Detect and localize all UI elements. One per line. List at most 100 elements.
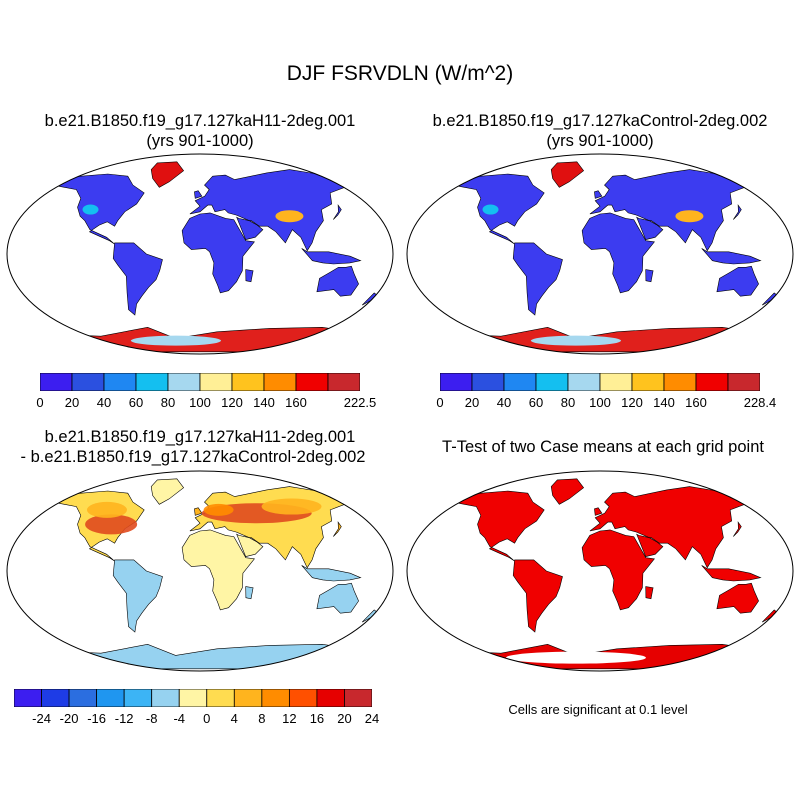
panel-3-map xyxy=(6,470,394,672)
colorbar-swatch xyxy=(199,373,233,391)
continent-gl xyxy=(150,478,185,505)
colorbar-swatch xyxy=(103,373,137,391)
continent-ar xyxy=(236,533,264,557)
continent-uk xyxy=(194,507,203,516)
panel-4-title: T-Test of two Case means at each grid po… xyxy=(442,438,764,456)
continent-md xyxy=(245,586,254,600)
colorbar-tick-label: 100 xyxy=(189,395,211,410)
colorbar-swatch xyxy=(231,373,265,391)
continent-ar xyxy=(236,216,264,240)
colorbar-swatch xyxy=(135,373,169,391)
colorbar-tick-label: 12 xyxy=(282,711,297,726)
continent-md xyxy=(645,586,654,600)
rockies-highlight xyxy=(82,204,99,215)
continent-af xyxy=(181,212,255,294)
colorbar-tick-label: 40 xyxy=(96,395,112,410)
colorbar-tick-label: -20 xyxy=(59,711,79,726)
continent-gl xyxy=(150,161,185,188)
continent-au xyxy=(716,265,759,297)
colorbar-tick-label: 80 xyxy=(160,395,176,410)
continent-eu xyxy=(189,169,357,252)
continent-af xyxy=(581,212,655,294)
plateau-highlight xyxy=(675,210,704,223)
colorbar-swatch xyxy=(631,373,665,391)
colorbar-swatch xyxy=(41,689,70,707)
colorbar-swatch xyxy=(440,373,473,391)
continent-sa xyxy=(112,242,163,316)
anomaly-patch xyxy=(261,498,322,515)
colorbar-swatch xyxy=(344,689,372,707)
colorbar-tick-label: -8 xyxy=(145,711,158,726)
map-outline xyxy=(406,153,794,355)
colorbar-tick-label: 80 xyxy=(560,395,576,410)
colorbar-swatch xyxy=(663,373,697,391)
continent-gl xyxy=(550,478,585,505)
colorbar-tick-label: 20 xyxy=(64,395,80,410)
colorbar-swatch xyxy=(599,373,633,391)
continent-uk xyxy=(594,190,603,199)
colorbar-swatch xyxy=(316,689,345,707)
panel-1-colorbar xyxy=(40,373,360,391)
continent-gl xyxy=(550,161,585,188)
colorbar-tick-label: 24 xyxy=(364,711,380,726)
colorbar-swatch xyxy=(206,689,235,707)
panel-2-title: b.e21.B1850.f19_g17.127kaControl-2deg.00… xyxy=(432,112,768,130)
continent-af xyxy=(181,529,255,611)
colorbar-swatch xyxy=(327,373,360,391)
colorbar-swatch xyxy=(233,689,263,707)
colorbar-swatch xyxy=(151,689,180,707)
continent-na xyxy=(451,490,545,562)
colorbar-tick-label: 4 xyxy=(230,711,238,726)
colorbar-swatch xyxy=(295,373,329,391)
panel-1-colorbar-labels: 0 20 40 60 80 100 120 140 160 222.5 xyxy=(36,395,376,411)
colorbar-tick-label: 120 xyxy=(621,395,643,410)
continent-sa xyxy=(512,242,563,316)
colorbar-swatch xyxy=(68,689,98,707)
continent-uk xyxy=(594,507,603,516)
colorbar-swatch xyxy=(471,373,505,391)
colorbar-tick-label: -24 xyxy=(32,711,51,726)
colorbar-swatch xyxy=(178,689,208,707)
map-outline xyxy=(6,470,394,672)
colorbar-swatch xyxy=(695,373,729,391)
colorbar-tick-label: 20 xyxy=(337,711,352,726)
colorbar-swatch xyxy=(288,689,318,707)
continent-au xyxy=(316,582,359,614)
continent-jp xyxy=(333,204,342,220)
colorbar-swatch xyxy=(96,689,125,707)
continent-au xyxy=(716,582,759,614)
panel-3-subtitle: - b.e21.B1850.f19_g17.127kaControl-2deg.… xyxy=(20,448,366,466)
continent-eu xyxy=(589,486,757,569)
colorbar-tick-label: 222.5 xyxy=(343,395,377,410)
colorbar-tick-label: 16 xyxy=(309,711,325,726)
continent-id xyxy=(701,248,762,265)
colorbar-tick-label: 228.4 xyxy=(743,395,777,410)
continent-sa xyxy=(112,559,163,633)
colorbar-swatch xyxy=(167,373,201,391)
colorbar-tick-label: 0 xyxy=(203,711,211,726)
panel-2-colorbar xyxy=(440,373,760,391)
colorbar-swatch xyxy=(727,373,760,391)
colorbar-tick-label: 160 xyxy=(685,395,707,410)
map-outline xyxy=(6,153,394,355)
colorbar-swatch xyxy=(71,373,105,391)
colorbar-tick-label: 40 xyxy=(496,395,512,410)
colorbar-tick-label: 160 xyxy=(285,395,307,410)
colorbar-tick-label: -12 xyxy=(114,711,134,726)
panel-1-subtitle: (yrs 901-1000) xyxy=(146,132,254,150)
colorbar-tick-label: 140 xyxy=(253,395,275,410)
continent-jp xyxy=(733,204,742,220)
colorbar-tick-label: 120 xyxy=(221,395,243,410)
continent-eu xyxy=(589,169,757,252)
colorbar-tick-label: -4 xyxy=(173,711,185,726)
panel-3-colorbar-labels: -24 -20 -16 -12 -8 -4 0 4 8 12 16 20 24 xyxy=(14,711,379,727)
figure-title: DJF FSRVDLN (W/m^2) xyxy=(286,62,514,85)
continent-af xyxy=(581,529,655,611)
panel-3-title: b.e21.B1850.f19_g17.127kaH11-2deg.001 xyxy=(44,428,356,446)
continent-id xyxy=(301,248,362,265)
colorbar-tick-label: 20 xyxy=(464,395,480,410)
colorbar-swatch xyxy=(261,689,290,707)
continent-jp xyxy=(333,521,342,537)
panel-1-map xyxy=(6,153,394,355)
colorbar-tick-label: 100 xyxy=(589,395,611,410)
